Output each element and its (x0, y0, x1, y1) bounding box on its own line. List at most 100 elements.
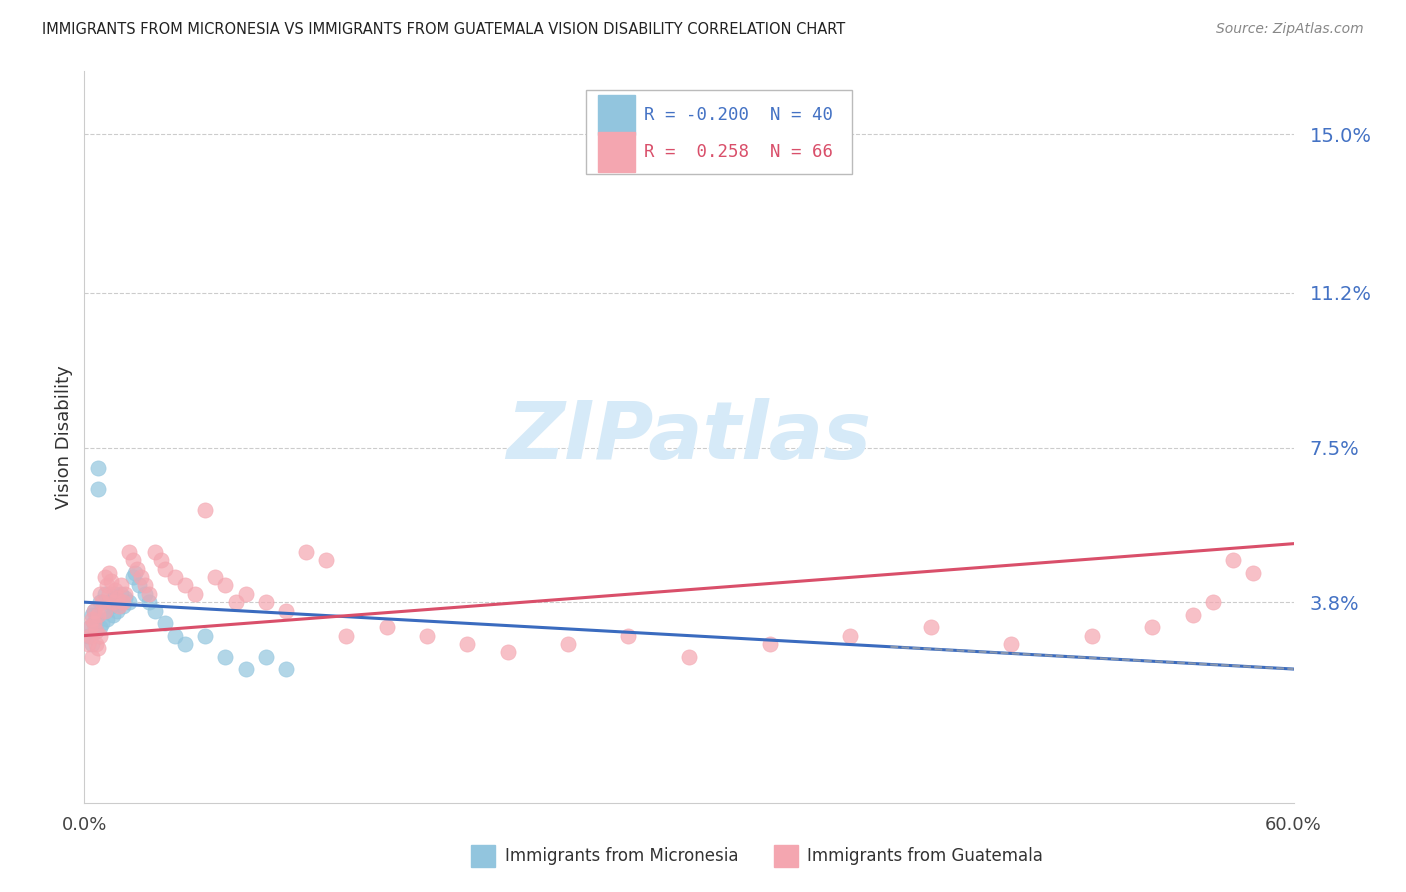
Point (235, 662, 257, 676)
Point (93, 570, 115, 584)
Point (97, 566, 120, 580)
Point (77, 637, 100, 651)
Point (129, 570, 152, 584)
Point (204, 570, 226, 584)
Point (254, 649, 277, 664)
Point (1241, 566, 1264, 580)
Point (111, 599, 134, 614)
Text: R =  0.258  N = 66: R = 0.258 N = 66 (644, 143, 834, 161)
Text: Immigrants from Micronesia: Immigrants from Micronesia (505, 847, 738, 865)
Point (107, 595, 129, 609)
Bar (599, 95, 634, 136)
Point (105, 591, 128, 605)
Point (110, 578, 132, 592)
Point (194, 629, 217, 643)
Point (86, 624, 108, 639)
Point (315, 553, 337, 567)
Point (839, 629, 862, 643)
Point (101, 607, 124, 622)
Point (87, 641, 110, 656)
Text: Immigrants from Guatemala: Immigrants from Guatemala (807, 847, 1043, 865)
Point (86, 612, 108, 626)
Point (104, 582, 127, 597)
Point (375, 620, 398, 634)
Point (496, 645, 519, 659)
Point (138, 595, 160, 609)
Point (134, 587, 156, 601)
Point (174, 637, 197, 651)
Point (1000, 637, 1022, 651)
FancyBboxPatch shape (586, 90, 852, 174)
Point (93, 603, 115, 617)
Point (617, 629, 640, 643)
Point (153, 616, 176, 631)
Point (110, 587, 132, 601)
Bar (471, 846, 495, 867)
Point (274, 662, 297, 676)
Point (83, 603, 105, 617)
Point (678, 649, 700, 664)
Point (97, 587, 120, 601)
Text: ZIPatlas: ZIPatlas (506, 398, 872, 476)
Point (93, 603, 115, 617)
Point (118, 595, 141, 609)
Point (83, 616, 105, 631)
Point (165, 570, 187, 584)
Point (214, 649, 236, 664)
Point (83, 616, 105, 631)
Point (225, 595, 247, 609)
Point (118, 545, 141, 559)
Point (149, 553, 172, 567)
Bar (773, 846, 797, 867)
Point (214, 578, 236, 592)
Point (96, 612, 118, 626)
Point (79, 620, 101, 634)
Point (89, 620, 111, 634)
Point (79, 620, 101, 634)
Point (79, 629, 101, 643)
Point (114, 591, 136, 605)
Point (165, 629, 187, 643)
Point (143, 545, 166, 559)
Point (82, 649, 104, 664)
Point (87, 607, 110, 622)
Point (86, 624, 108, 639)
Point (1222, 553, 1244, 567)
Point (82, 607, 104, 622)
Point (89, 595, 111, 609)
Bar (599, 132, 634, 172)
Point (1202, 595, 1225, 609)
Y-axis label: Vision Disability: Vision Disability (55, 365, 73, 509)
Point (104, 587, 127, 601)
Point (100, 574, 122, 589)
Point (114, 587, 136, 601)
Point (254, 595, 277, 609)
Point (335, 629, 357, 643)
Text: Source: ZipAtlas.com: Source: ZipAtlas.com (1216, 22, 1364, 37)
Point (143, 603, 166, 617)
Point (121, 570, 143, 584)
Point (134, 578, 156, 592)
Point (124, 566, 146, 580)
Point (91, 616, 114, 631)
Point (295, 545, 318, 559)
Point (93, 587, 115, 601)
Point (89, 587, 111, 601)
Point (1142, 620, 1164, 634)
Point (1181, 607, 1204, 622)
Point (82, 612, 104, 626)
Point (557, 637, 579, 651)
Point (153, 562, 176, 576)
Point (100, 599, 122, 614)
Point (1081, 629, 1104, 643)
Point (97, 595, 120, 609)
Point (111, 595, 134, 609)
Point (96, 578, 118, 592)
Point (82, 637, 104, 651)
Point (87, 483, 110, 497)
Point (107, 599, 129, 614)
Point (174, 578, 197, 592)
Point (91, 595, 114, 609)
Point (86, 637, 108, 651)
Point (105, 603, 128, 617)
